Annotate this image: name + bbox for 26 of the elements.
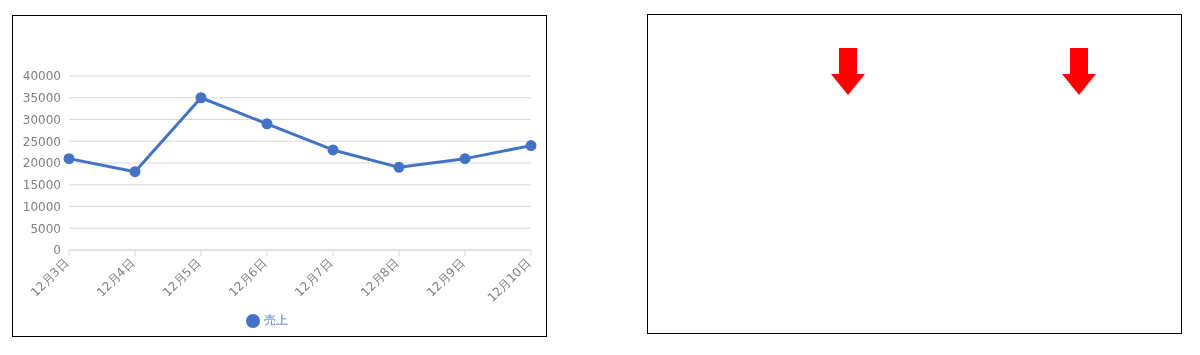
y-tick-label: 20000 (22, 156, 61, 171)
x-tick-label: 12月7日 (292, 256, 336, 300)
point (327, 144, 339, 156)
point (525, 140, 537, 152)
point (63, 153, 75, 165)
y-tick-label: 5000 (30, 221, 61, 236)
point (129, 166, 141, 178)
point (261, 118, 273, 130)
x-tick-label: 12月10日 (484, 256, 534, 305)
y-tick-label: 25000 (22, 134, 61, 149)
x-tick-label: 12月5日 (160, 256, 204, 300)
y-tick-label: 40000 (22, 69, 61, 84)
x-tick-label: 12月3日 (28, 256, 72, 300)
y-tick-label: 15000 (22, 178, 61, 193)
x-tick-label: 12月6日 (226, 256, 270, 300)
legend-label: 売上 (264, 313, 288, 327)
y-tick-label: 0 (53, 243, 61, 258)
x-tick-label: 12月4日 (94, 256, 138, 300)
point (459, 153, 471, 165)
point (195, 92, 207, 104)
x-tick-label: 12月8日 (358, 256, 402, 300)
y-tick-label: 30000 (22, 112, 61, 127)
y-tick-label: 10000 (22, 199, 61, 214)
y-tick-label: 35000 (22, 91, 61, 106)
point (393, 161, 405, 173)
x-tick-label: 12月9日 (424, 256, 468, 300)
